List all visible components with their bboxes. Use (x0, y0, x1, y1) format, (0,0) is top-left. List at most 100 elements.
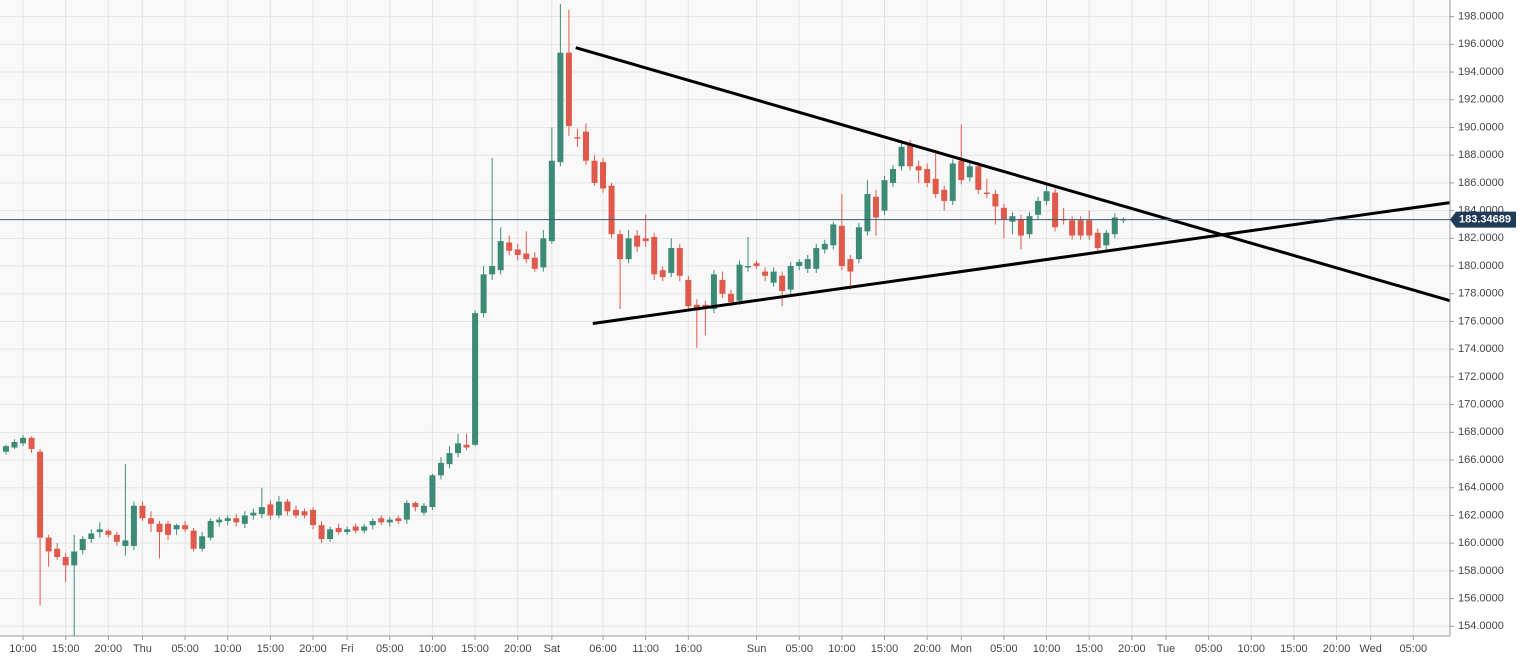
candle-body (787, 266, 794, 290)
candle-body (514, 249, 521, 255)
candle-body (224, 518, 231, 521)
candle-body (292, 509, 299, 516)
candle-body (804, 259, 811, 269)
candle-body (770, 271, 777, 283)
candle-body (489, 266, 496, 275)
candle-body (1103, 232, 1110, 246)
candle-body (608, 185, 615, 235)
candle-body (591, 160, 598, 183)
candle-body (753, 263, 760, 267)
candle-body (1043, 191, 1050, 201)
candle-body (386, 519, 393, 523)
y-tick-label: 166.0000 (1458, 454, 1504, 466)
candle-body (915, 166, 922, 171)
candle-body (659, 270, 666, 278)
candle-body (37, 451, 44, 538)
y-tick-label: 186.0000 (1458, 177, 1504, 189)
x-tick-label: 10:00 (1033, 643, 1061, 655)
candle-body (96, 529, 103, 533)
candle-body (310, 509, 317, 526)
candle-body (932, 178, 939, 194)
y-tick-label: 176.0000 (1458, 315, 1504, 327)
candle-body (472, 313, 479, 445)
y-tick-label: 174.0000 (1458, 343, 1504, 355)
candle-body (651, 236, 658, 275)
candle-body (207, 520, 214, 538)
y-tick-label: 160.0000 (1458, 537, 1504, 549)
candle-body (881, 180, 888, 211)
candle-body (506, 242, 513, 251)
candle-body (813, 248, 820, 269)
candle-body (284, 501, 291, 512)
x-tick-label: 20:00 (1323, 643, 1351, 655)
x-tick-label: Sat (544, 643, 561, 655)
y-tick-label: 158.0000 (1458, 565, 1504, 577)
x-tick-label: 15:00 (1075, 643, 1103, 655)
y-tick-label: 198.0000 (1458, 11, 1504, 23)
candle-body (685, 279, 692, 307)
candle-body (190, 530, 197, 549)
candle-body (2, 446, 9, 452)
x-tick-label: 20:00 (95, 643, 123, 655)
candle-body (113, 534, 120, 542)
y-tick-label: 156.0000 (1458, 592, 1504, 604)
x-tick-label: 05:00 (990, 643, 1018, 655)
candle-body (1077, 220, 1084, 236)
candle-body (821, 243, 828, 250)
candle-body (710, 274, 717, 309)
x-tick-label: 05:00 (376, 643, 404, 655)
candle-body (20, 437, 27, 444)
x-tick-label: 06:00 (589, 643, 617, 655)
candle-body (958, 160, 965, 181)
candle-body (11, 442, 18, 448)
candle-body (79, 539, 86, 551)
candle-body (582, 131, 589, 161)
y-tick-label: 192.0000 (1458, 94, 1504, 106)
last-price-label: 183.34689 (1459, 214, 1511, 226)
x-tick-label: Thu (133, 643, 152, 655)
x-tick-label: 15:00 (52, 643, 80, 655)
candle-body (156, 523, 163, 533)
x-tick-label: 15:00 (257, 643, 285, 655)
y-tick-label: 180.0000 (1458, 260, 1504, 272)
candle-body (1026, 216, 1033, 235)
candle-body (275, 501, 282, 516)
candle-body (949, 163, 956, 201)
candle-body (617, 234, 624, 260)
x-tick-label: 10:00 (9, 643, 37, 655)
candle-body (1069, 220, 1076, 236)
candle-body (250, 512, 257, 516)
y-tick-label: 182.0000 (1458, 232, 1504, 244)
candle-body (872, 196, 879, 218)
candle-body (71, 551, 78, 566)
y-tick-label: 164.0000 (1458, 482, 1504, 494)
candle-body (540, 238, 547, 268)
x-tick-label: 20:00 (913, 643, 941, 655)
candle-body (531, 257, 538, 269)
y-tick-label: 194.0000 (1458, 66, 1504, 78)
candle-body (369, 520, 376, 526)
candle-body (54, 548, 61, 558)
candle-body (898, 146, 905, 167)
x-tick-label: Fri (341, 643, 354, 655)
candle-body (668, 248, 675, 273)
candle-body (267, 504, 274, 516)
candle-body (352, 526, 359, 531)
candle-body (1017, 218, 1024, 236)
candle-body (122, 540, 129, 546)
candle-body (830, 224, 837, 246)
candle-body (216, 519, 223, 523)
candle-body (395, 518, 402, 521)
candle-body (497, 241, 504, 271)
x-tick-label: 20:00 (1118, 643, 1146, 655)
x-tick-label: 15:00 (871, 643, 899, 655)
x-tick-label: 15:00 (461, 643, 489, 655)
y-tick-label: 188.0000 (1458, 149, 1504, 161)
candle-body (199, 536, 206, 549)
last-price-marker (1450, 211, 1516, 228)
candle-body (1000, 207, 1007, 219)
candle-body (796, 261, 803, 267)
candle-body (1086, 220, 1093, 236)
trend-line (575, 46, 1451, 303)
